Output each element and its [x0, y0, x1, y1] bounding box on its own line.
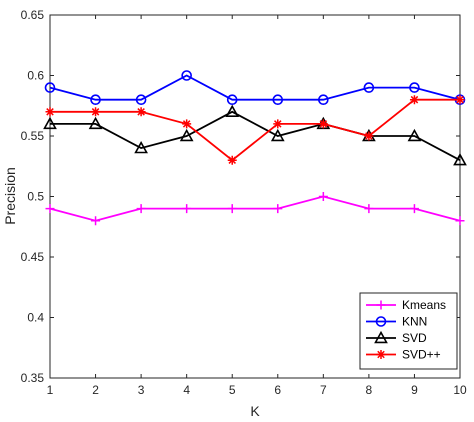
data-point — [272, 94, 284, 105]
series-line — [50, 98, 460, 162]
data-point — [43, 116, 57, 130]
data-point — [226, 94, 238, 105]
legend-label: Kmeans — [402, 298, 446, 312]
x-tick-label: 8 — [366, 383, 373, 397]
data-point — [273, 204, 283, 214]
data-point — [44, 82, 56, 93]
data-point — [88, 116, 103, 130]
legend-item: SVD++ — [366, 348, 441, 362]
data-point — [273, 119, 283, 129]
data-point — [318, 94, 329, 105]
data-point — [182, 204, 192, 214]
data-point — [179, 128, 194, 142]
data-point — [364, 131, 374, 141]
data-point — [135, 94, 147, 105]
data-point — [407, 128, 422, 142]
x-tick-label: 9 — [411, 383, 418, 397]
series-svdplusplus — [45, 95, 465, 165]
legend-item: Kmeans — [366, 298, 446, 312]
series-group — [43, 70, 467, 226]
x-tick-label: 1 — [47, 383, 54, 397]
legend-label: SVD — [402, 331, 427, 345]
x-tick-label: 10 — [453, 383, 467, 397]
data-point — [409, 204, 419, 214]
legend-label: SVD++ — [402, 348, 441, 362]
legend: Kmeans KNN SVD SVD++ — [359, 292, 458, 370]
x-axis-label: K — [250, 403, 260, 419]
data-point — [182, 119, 192, 129]
y-tick-label: 0.55 — [21, 129, 45, 143]
data-point — [45, 107, 55, 117]
data-point — [453, 153, 467, 166]
y-tick-label: 0.6 — [27, 69, 44, 83]
y-tick-label: 0.65 — [21, 8, 45, 22]
legend-marker — [374, 330, 388, 344]
legend-label: KNN — [402, 315, 427, 329]
data-point — [318, 192, 328, 201]
data-point — [455, 95, 465, 105]
data-point — [409, 82, 420, 93]
data-point — [91, 107, 101, 117]
y-axis-label: Precision — [2, 167, 18, 225]
data-point — [90, 94, 101, 105]
data-point — [270, 128, 285, 142]
x-tick-label: 4 — [183, 383, 190, 397]
data-point — [136, 204, 146, 214]
legend-marker — [376, 300, 386, 310]
series-line — [49, 74, 461, 101]
series-kmeans — [45, 192, 465, 226]
data-point — [181, 70, 192, 81]
data-point — [225, 104, 240, 117]
y-tick-label: 0.45 — [21, 250, 45, 264]
data-point — [318, 119, 328, 129]
data-point — [409, 95, 419, 105]
series-line — [49, 195, 461, 222]
x-tick-label: 3 — [138, 383, 145, 397]
y-tick-label: 0.4 — [27, 311, 44, 325]
data-point — [91, 216, 101, 226]
x-tick-label: 7 — [320, 383, 327, 397]
data-point — [45, 204, 55, 214]
series-line — [50, 110, 461, 161]
legend-marker — [376, 350, 386, 359]
data-point — [134, 140, 148, 154]
data-point — [227, 155, 237, 165]
data-point — [227, 204, 237, 214]
x-axis: 1 2 3 4 5 6 7 8 9 10 — [47, 15, 467, 397]
legend-marker — [375, 316, 387, 327]
x-tick-label: 2 — [92, 383, 99, 397]
x-tick-label: 5 — [229, 383, 236, 397]
y-tick-label: 0.5 — [27, 190, 44, 204]
data-point — [455, 216, 465, 226]
data-point — [136, 107, 146, 117]
legend-item: SVD — [366, 330, 427, 345]
legend-item: KNN — [366, 315, 427, 329]
y-axis: 0.35 0.4 0.45 0.5 0.55 0.6 0.65 — [21, 8, 460, 385]
data-point — [364, 204, 374, 214]
y-tick-label: 0.35 — [21, 371, 45, 385]
x-tick-label: 6 — [274, 383, 281, 397]
data-point — [363, 82, 375, 93]
